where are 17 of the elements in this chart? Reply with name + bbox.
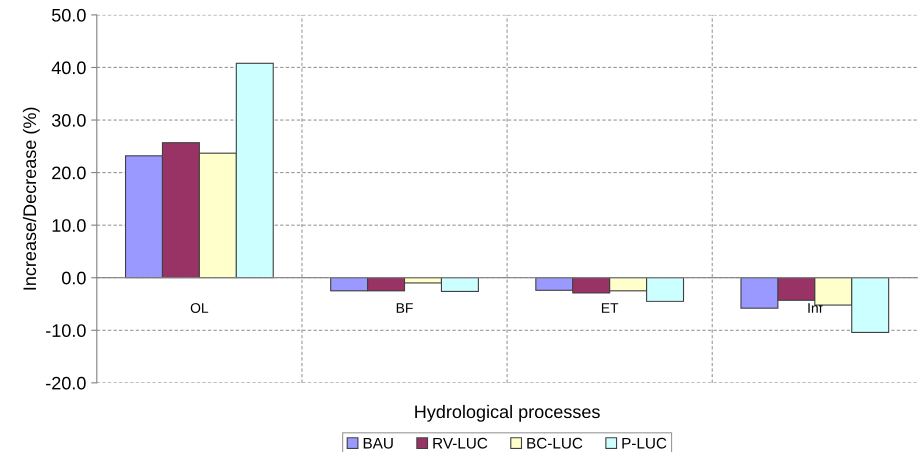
x-tick-label: OL (190, 303, 208, 313)
legend-label: BAU (364, 438, 393, 449)
x-axis-title: Hydrological processes (415, 404, 600, 422)
y-tick-label: -20.0 (46, 376, 86, 390)
y-tick-label: -10.0 (46, 324, 86, 338)
y-tick-label: 40.0 (52, 61, 86, 74)
legend-label: P-LUC (622, 438, 666, 449)
legend-label: RV-LUC (433, 438, 488, 449)
y-tick-label: 30.0 (52, 114, 86, 127)
y-axis-title: Increase/Decrease (%) (22, 108, 40, 290)
x-tick-label: BF (396, 303, 413, 313)
y-tick-label: 10.0 (52, 219, 86, 232)
x-tick-label: ET (602, 303, 618, 313)
y-tick-label: 0.0 (62, 272, 86, 284)
y-tick-label: 20.0 (52, 166, 86, 180)
y-tick-label: 50.0 (52, 8, 86, 22)
legend-label: BC-LUC (527, 438, 582, 449)
